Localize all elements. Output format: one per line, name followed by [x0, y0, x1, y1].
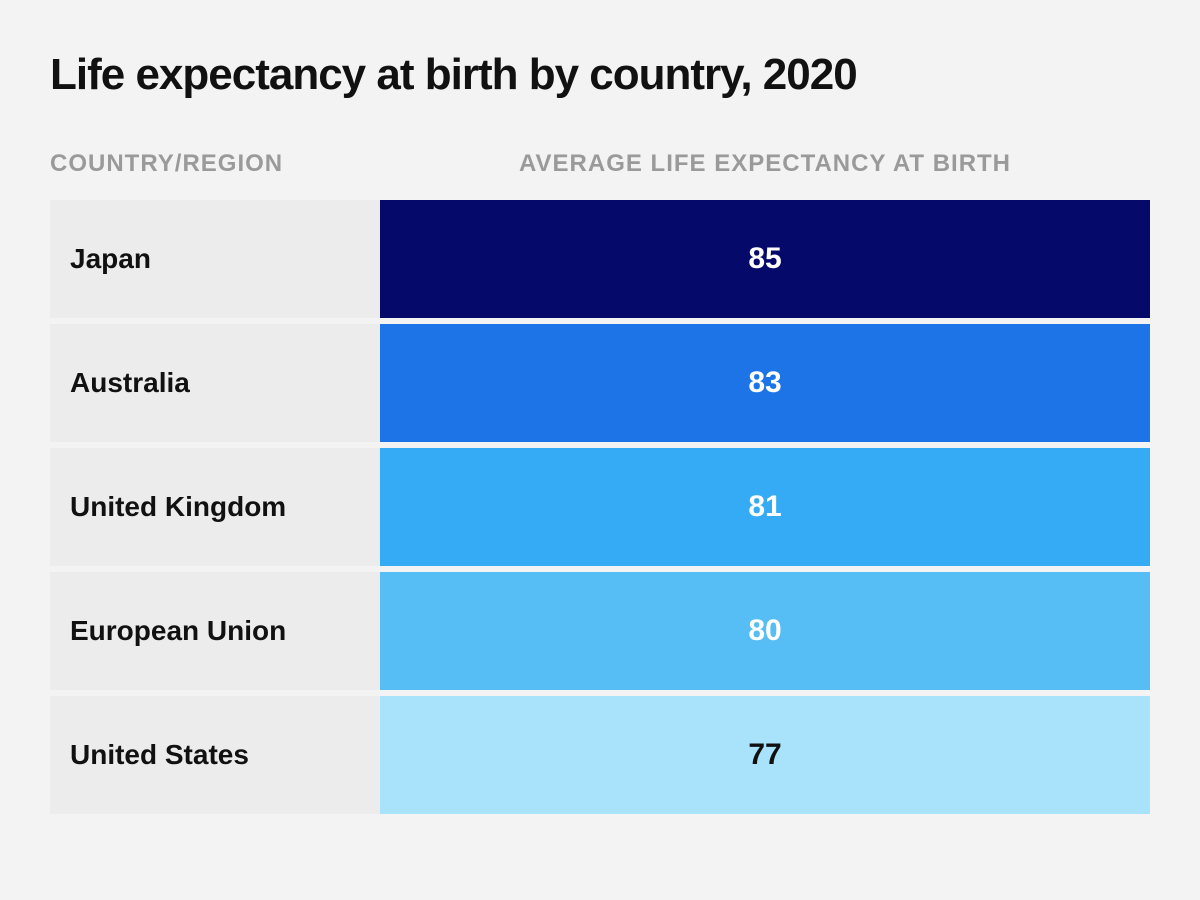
table-row: European Union 80	[50, 572, 1150, 690]
table-row: United States 77	[50, 696, 1150, 814]
country-cell: Japan	[50, 200, 380, 318]
life-expectancy-table: COUNTRY/REGION AVERAGE LIFE EXPECTANCY A…	[50, 150, 1150, 814]
value-cell: 80	[380, 572, 1150, 690]
column-header-value: AVERAGE LIFE EXPECTANCY AT BIRTH	[380, 150, 1150, 194]
column-header-country: COUNTRY/REGION	[50, 150, 380, 194]
value-cell: 83	[380, 324, 1150, 442]
country-cell: European Union	[50, 572, 380, 690]
value-cell: 85	[380, 200, 1150, 318]
country-cell: United States	[50, 696, 380, 814]
table-header-row: COUNTRY/REGION AVERAGE LIFE EXPECTANCY A…	[50, 150, 1150, 194]
chart-title: Life expectancy at birth by country, 202…	[50, 50, 1150, 100]
table-row: United Kingdom 81	[50, 448, 1150, 566]
value-cell: 81	[380, 448, 1150, 566]
table-row: Japan 85	[50, 200, 1150, 318]
country-cell: United Kingdom	[50, 448, 380, 566]
value-cell: 77	[380, 696, 1150, 814]
table-row: Australia 83	[50, 324, 1150, 442]
country-cell: Australia	[50, 324, 380, 442]
